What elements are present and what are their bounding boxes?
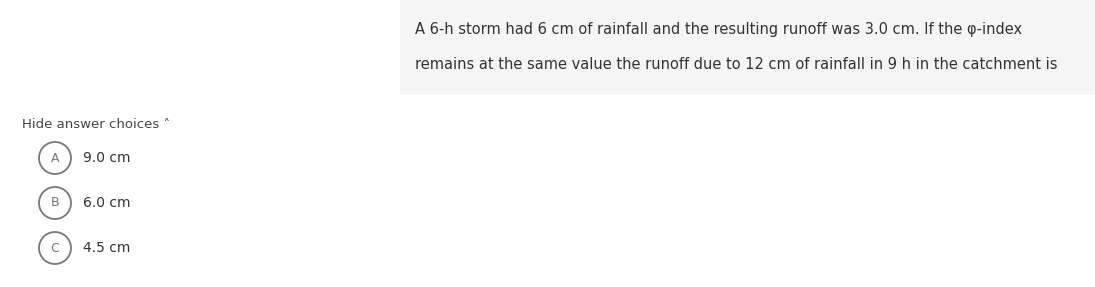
- Text: remains at the same value the runoff due to 12 cm of rainfall in 9 h in the catc: remains at the same value the runoff due…: [415, 57, 1058, 72]
- Bar: [400, 0, 1095, 95]
- Text: Hide answer choices ˄: Hide answer choices ˄: [22, 118, 170, 131]
- Text: 9.0 cm: 9.0 cm: [83, 151, 130, 165]
- Text: A 6-h storm had 6 cm of rainfall and the resulting runoff was 3.0 cm. If the φ-i: A 6-h storm had 6 cm of rainfall and the…: [415, 22, 1022, 37]
- Text: C: C: [50, 241, 59, 255]
- Text: 6.0 cm: 6.0 cm: [83, 196, 130, 210]
- Text: B: B: [50, 197, 59, 210]
- Text: 4.5 cm: 4.5 cm: [83, 241, 130, 255]
- Text: A: A: [50, 152, 59, 164]
